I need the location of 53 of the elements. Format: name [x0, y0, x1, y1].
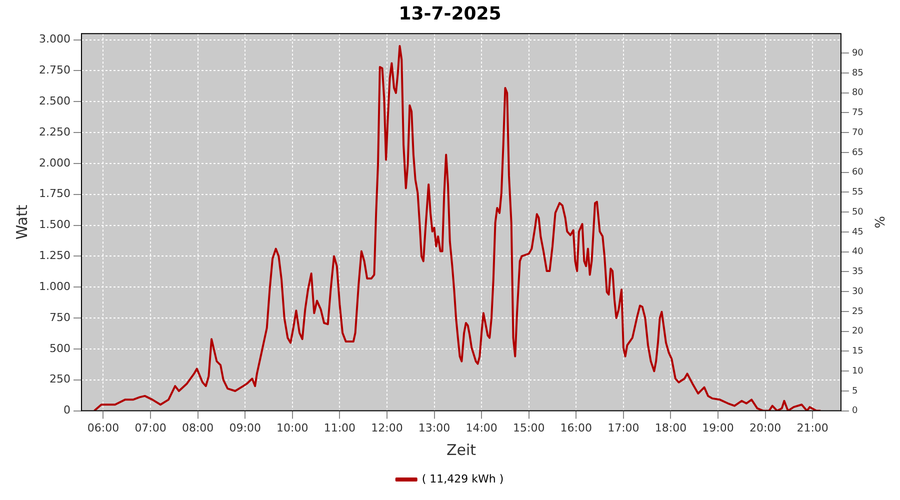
x-tick-label: 07:00 [134, 421, 166, 434]
x-tick-label: 11:00 [324, 421, 356, 434]
y-tick-label: 500 [49, 342, 70, 355]
y-tick-label: 1.750 [38, 187, 70, 200]
y-tick-label: 750 [49, 310, 70, 324]
y-tick-label: 0 [63, 404, 70, 417]
x-tick-label: 13:00 [418, 421, 450, 434]
y-tick-label: 2.500 [38, 94, 70, 108]
x-tick-label: 21:00 [796, 421, 828, 434]
y2-tick-label: 5 [852, 386, 858, 396]
y2-tick-label: 55 [852, 188, 864, 198]
y-tick-label: 1.000 [38, 280, 70, 293]
y2-tick-label: 80 [852, 88, 864, 98]
legend-label: ( 11,429 kWh ) [422, 472, 504, 486]
chart-title: 13-7-2025 [398, 3, 502, 24]
y2-tick-label: 20 [852, 326, 864, 337]
x-tick-label: 16:00 [560, 421, 592, 434]
y2-tick-label: 85 [852, 68, 864, 78]
x-tick-label: 06:00 [87, 421, 120, 434]
x-tick-label: 18:00 [654, 421, 687, 434]
y-tick-label: 1.250 [38, 249, 70, 262]
y2-tick-label: 40 [852, 247, 864, 258]
x-tick-label: 10:00 [276, 421, 308, 434]
x-tick-label: 12:00 [371, 421, 403, 434]
y2-tick-label: 0 [852, 406, 858, 416]
y2-tick-label: 50 [852, 207, 864, 218]
x-tick-label: 17:00 [608, 421, 640, 434]
y2-tick-label: 45 [852, 227, 864, 238]
x-tick-label: 14:00 [466, 421, 498, 434]
x-tick-label: 15:00 [512, 421, 545, 434]
x-axis-title: Zeit [446, 440, 476, 459]
y-tick-label: 2.750 [38, 64, 70, 77]
y2-tick-label: 90 [852, 48, 864, 58]
y2-tick-label: 10 [852, 366, 864, 376]
y2-tick-label: 35 [852, 267, 864, 278]
x-tick-label: 09:00 [229, 421, 261, 434]
x-tick-label: 20:00 [749, 421, 782, 434]
y-tick-label: 3.000 [38, 32, 70, 46]
y2-tick-label: 25 [852, 306, 864, 317]
y-tick-label: 2.000 [38, 156, 70, 170]
y-axis-title: Watt [12, 204, 31, 240]
y-tick-label: 1.500 [38, 218, 70, 232]
y2-tick-label: 70 [852, 128, 864, 138]
y2-axis-title: % [870, 216, 886, 228]
x-tick-label: 19:00 [702, 421, 734, 434]
y2-tick-label: 15 [852, 346, 864, 357]
y2-tick-label: 30 [852, 286, 864, 297]
y2-tick-label: 65 [852, 148, 864, 158]
y2-tick-label: 75 [852, 108, 864, 118]
x-tick-label: 08:00 [182, 421, 214, 434]
y-tick-label: 250 [49, 372, 70, 386]
y2-tick-label: 60 [852, 168, 864, 178]
y-tick-label: 2.250 [38, 125, 70, 138]
